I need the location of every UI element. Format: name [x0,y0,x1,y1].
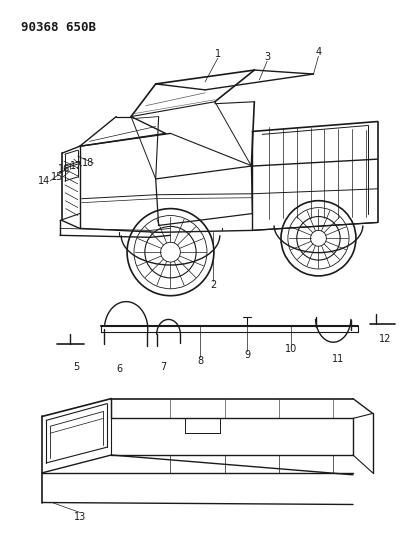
Text: 15: 15 [51,172,63,182]
Text: 2: 2 [210,280,216,290]
Text: 3: 3 [264,52,270,62]
Text: 7: 7 [160,362,167,372]
Text: 1: 1 [215,49,221,59]
Text: 11: 11 [332,354,344,364]
Text: 13: 13 [74,512,86,522]
Text: 90368 650B: 90368 650B [21,21,96,34]
Text: 6: 6 [116,364,122,374]
Text: 12: 12 [379,334,392,344]
Text: 4: 4 [316,47,321,57]
Text: 17: 17 [70,161,82,171]
Text: 14: 14 [38,176,50,186]
Text: 9: 9 [244,350,250,360]
Text: 10: 10 [285,344,297,354]
Text: 8: 8 [197,356,203,366]
Text: 16: 16 [58,164,70,174]
Text: 5: 5 [74,362,80,372]
Text: 18: 18 [82,158,94,168]
